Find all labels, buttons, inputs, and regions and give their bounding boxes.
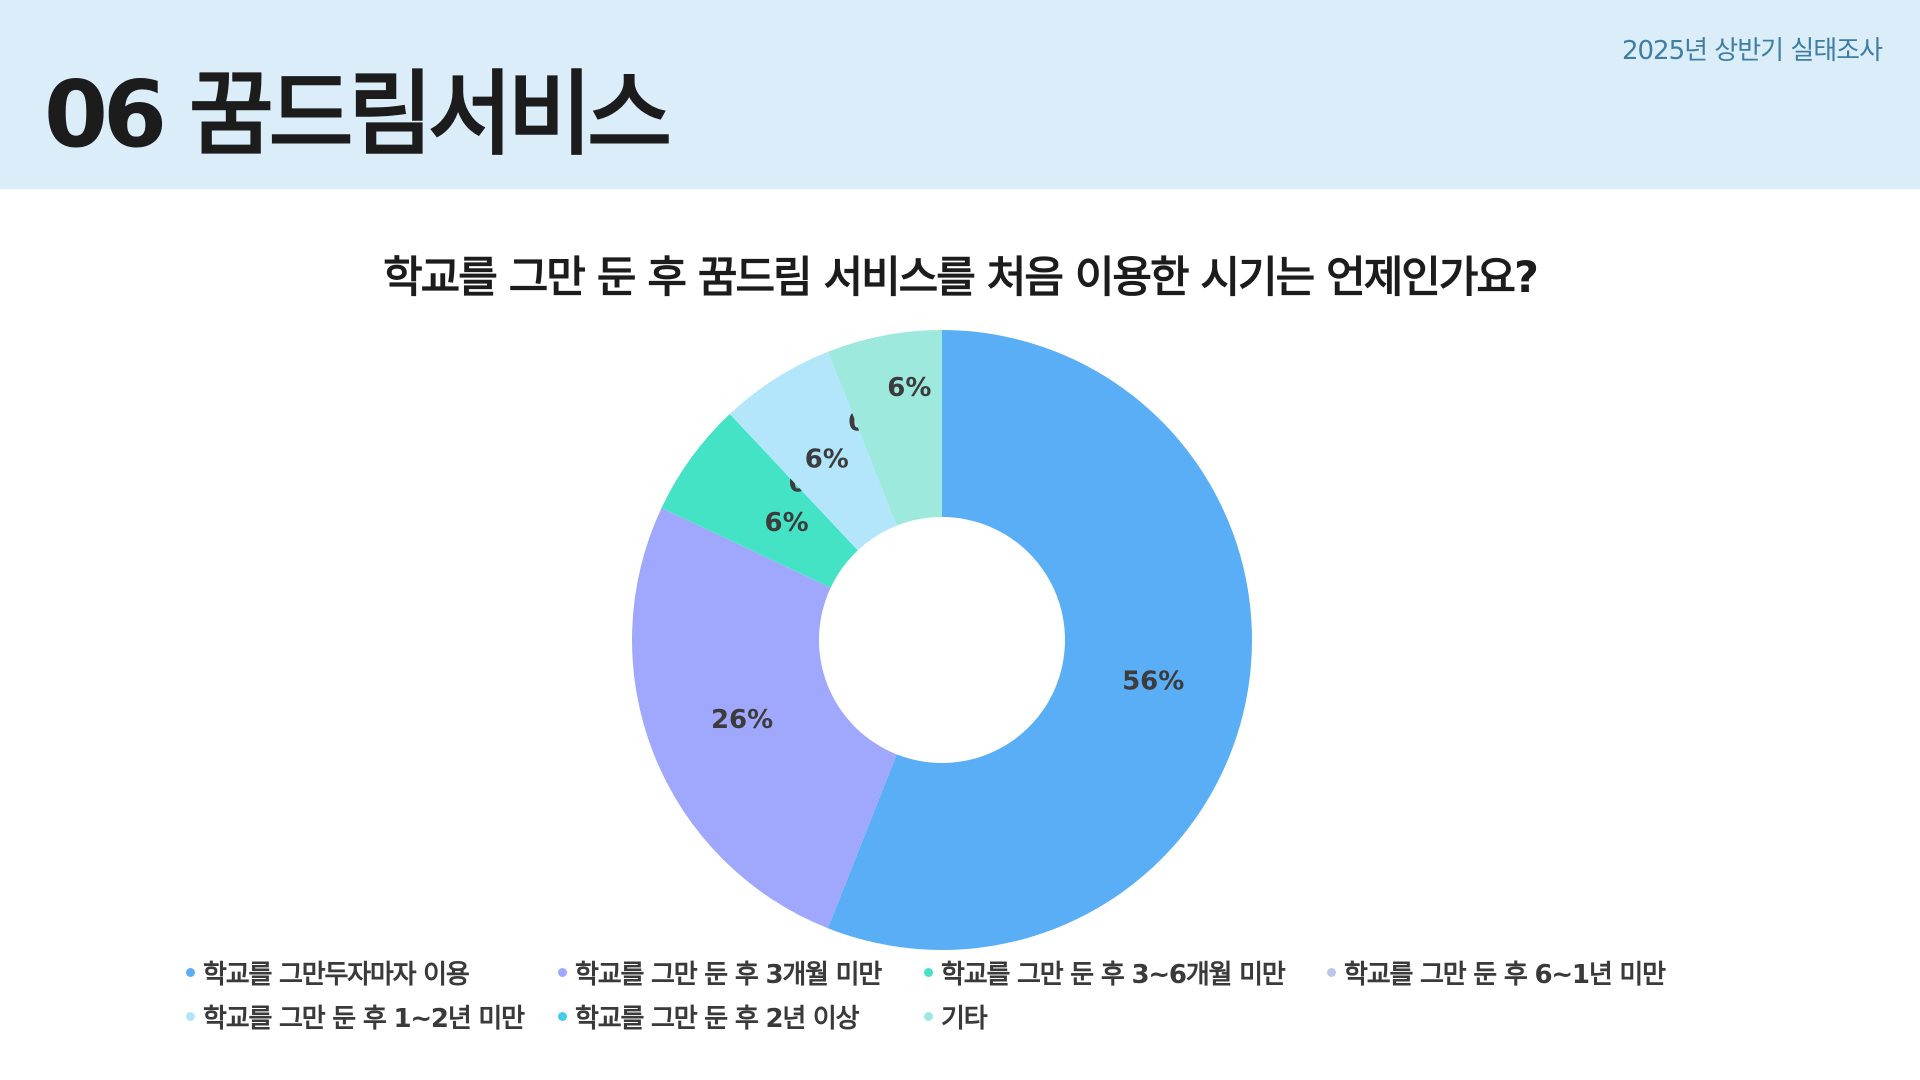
legend-swatch (186, 967, 195, 977)
legend-item: 학교를 그만두자마자 이용 (186, 958, 558, 990)
legend-item: 기타 (924, 1002, 1327, 1034)
slice-학교를-그만-둔-후-1~2년-미만 (729, 351, 897, 551)
slice-value-label: 56% (1122, 666, 1184, 696)
legend-label: 학교를 그만두자마자 이용 (203, 959, 470, 990)
slice-기타 (827, 330, 942, 526)
legend-swatch (924, 967, 933, 977)
legend-item: 학교를 그만 둔 후 2년 이상 (558, 1002, 924, 1034)
slice-학교를-그만-둔-후-3개월-미만 (631, 508, 897, 929)
slice-value-label: 26% (711, 705, 773, 735)
slice-value-label: 6% (764, 508, 808, 538)
slice-학교를-그만두자마자-이용 (827, 330, 1252, 950)
survey-label: 2025년 상반기 실태조사 (1621, 36, 1883, 66)
chart-title: 학교를 그만 둔 후 꿈드림 서비스를 처음 이용한 시기는 언제인가요? (383, 253, 1539, 303)
legend-swatch (924, 1011, 933, 1021)
legend-label: 기타 (941, 1003, 988, 1034)
legend-label: 학교를 그만 둔 후 6~1년 미만 (1344, 959, 1666, 990)
legend-item: 학교를 그만 둔 후 6~1년 미만 (1327, 958, 1727, 990)
page-header: 06 꿈드림서비스 2025년 상반기 실태조사 (0, 0, 1920, 189)
chart-legend: 학교를 그만두자마자 이용 학교를 그만 둔 후 3개월 미만 학교를 그만 둔 후… (186, 958, 1746, 1034)
slice-value-label: 6% (805, 444, 849, 474)
slice-value-label: 6% (887, 373, 931, 403)
section-title: 06 꿈드림서비스 (44, 61, 672, 168)
legend-swatch (558, 967, 567, 977)
slice-학교를-그만-둔-후-3~6개월-미만 (661, 414, 858, 588)
legend-label: 학교를 그만 둔 후 3~6개월 미만 (941, 959, 1286, 990)
legend-swatch (558, 1011, 567, 1021)
legend-item: 학교를 그만 둔 후 1~2년 미만 (186, 1002, 558, 1034)
legend-swatch (186, 1011, 195, 1021)
legend-label: 학교를 그만 둔 후 2년 이상 (575, 1003, 860, 1034)
legend-swatch (1327, 967, 1336, 977)
legend-label: 학교를 그만 둔 후 3개월 미만 (575, 959, 882, 990)
legend-item: 학교를 그만 둔 후 3개월 미만 (558, 958, 924, 990)
legend-item: 학교를 그만 둔 후 3~6개월 미만 (924, 958, 1327, 990)
legend-label: 학교를 그만 둔 후 1~2년 미만 (203, 1003, 525, 1034)
